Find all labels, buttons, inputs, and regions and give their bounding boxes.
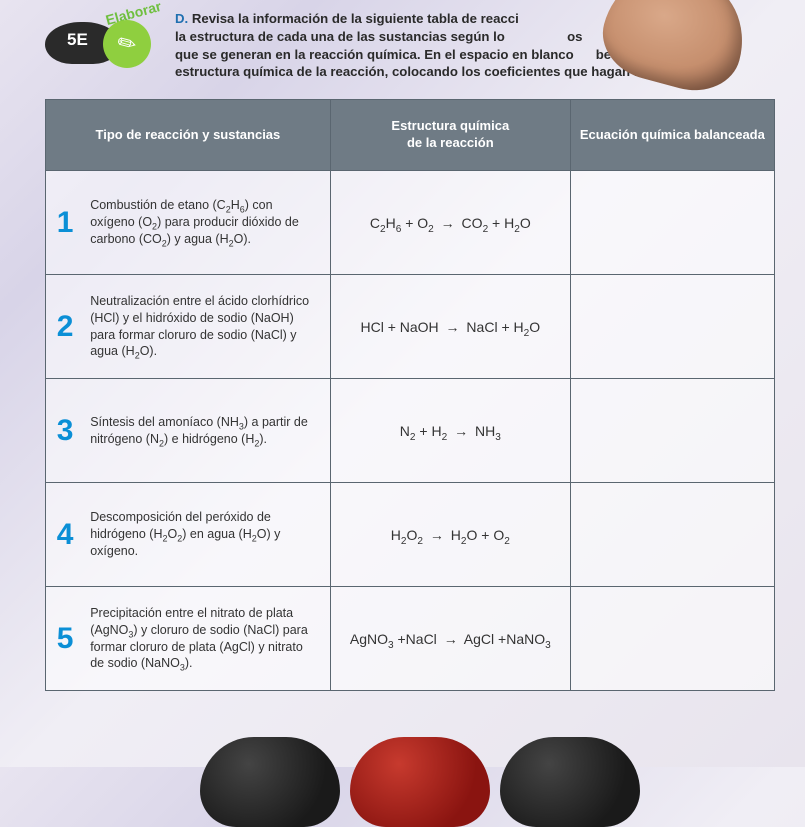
badge-code: 5E [67,30,88,50]
instr-line4: estructura química de la reacción, coloc… [175,64,665,79]
row-description: Neutralización entre el ácido clorhídric… [80,275,330,379]
blob-dark-2 [500,737,640,827]
blob-red [350,737,490,827]
section-letter: D. [175,11,188,26]
pencil-icon: ✎ [113,28,142,60]
instr-line2b: os [567,29,582,44]
table-row: 4 Descomposición del peróxido de hidróge… [46,483,775,587]
instr-line1: Revisa la información de la siguiente ta… [192,11,519,26]
row-balanced-blank[interactable] [570,483,774,587]
row-number: 2 [46,275,81,379]
row-number: 5 [46,587,81,691]
blob-dark [200,737,340,827]
row-number: 4 [46,483,81,587]
table-row: 2 Neutralización entre el ácido clorhídr… [46,275,775,379]
row-equation: AgNO3 +NaCl → AgCl +NaNO3 [330,587,570,691]
row-number: 3 [46,379,81,483]
worksheet-page: Elaborar 5E ✎ D. Revisa la información d… [0,0,805,691]
instr-line2a: la estructura de cada una de las sustanc… [175,29,505,44]
row-balanced-blank[interactable] [570,587,774,691]
row-equation: HCl + NaOH → NaCl + H2O [330,275,570,379]
header-row: Tipo de reacción y sustancias Estructura… [46,100,775,171]
table-row: 5 Precipitación entre el nitrato de plat… [46,587,775,691]
row-equation: N2 + H2 → NH3 [330,379,570,483]
row-balanced-blank[interactable] [570,171,774,275]
table-row: 3 Síntesis del amoníaco (NH3) a partir d… [46,379,775,483]
row-description: Descomposición del peróxido de hidrógeno… [80,483,330,587]
row-description: Precipitación entre el nitrato de plata … [80,587,330,691]
th-type: Tipo de reacción y sustancias [46,100,331,171]
table-body: 1 Combustión de etano (C2H6) con oxígeno… [46,171,775,691]
table-row: 1 Combustión de etano (C2H6) con oxígeno… [46,171,775,275]
badge-circle: ✎ [103,20,151,68]
instr-line3a: que se generan en la reacción química. E… [175,47,574,62]
th-structure-l2: de la reacción [407,135,494,150]
decorative-blobs [200,737,640,827]
reactions-table: Tipo de reacción y sustancias Estructura… [45,99,775,691]
row-balanced-blank[interactable] [570,275,774,379]
section-badge: Elaborar 5E ✎ [45,10,165,75]
row-equation: H2O2 → H2O + O2 [330,483,570,587]
th-structure-l1: Estructura química [391,118,509,133]
row-balanced-blank[interactable] [570,379,774,483]
th-structure: Estructura química de la reacción [330,100,570,171]
row-description: Combustión de etano (C2H6) con oxígeno (… [80,171,330,275]
row-description: Síntesis del amoníaco (NH3) a partir de … [80,379,330,483]
th-balanced: Ecuación química balanceada [570,100,774,171]
row-equation: C2H6 + O2 → CO2 + H2O [330,171,570,275]
row-number: 1 [46,171,81,275]
